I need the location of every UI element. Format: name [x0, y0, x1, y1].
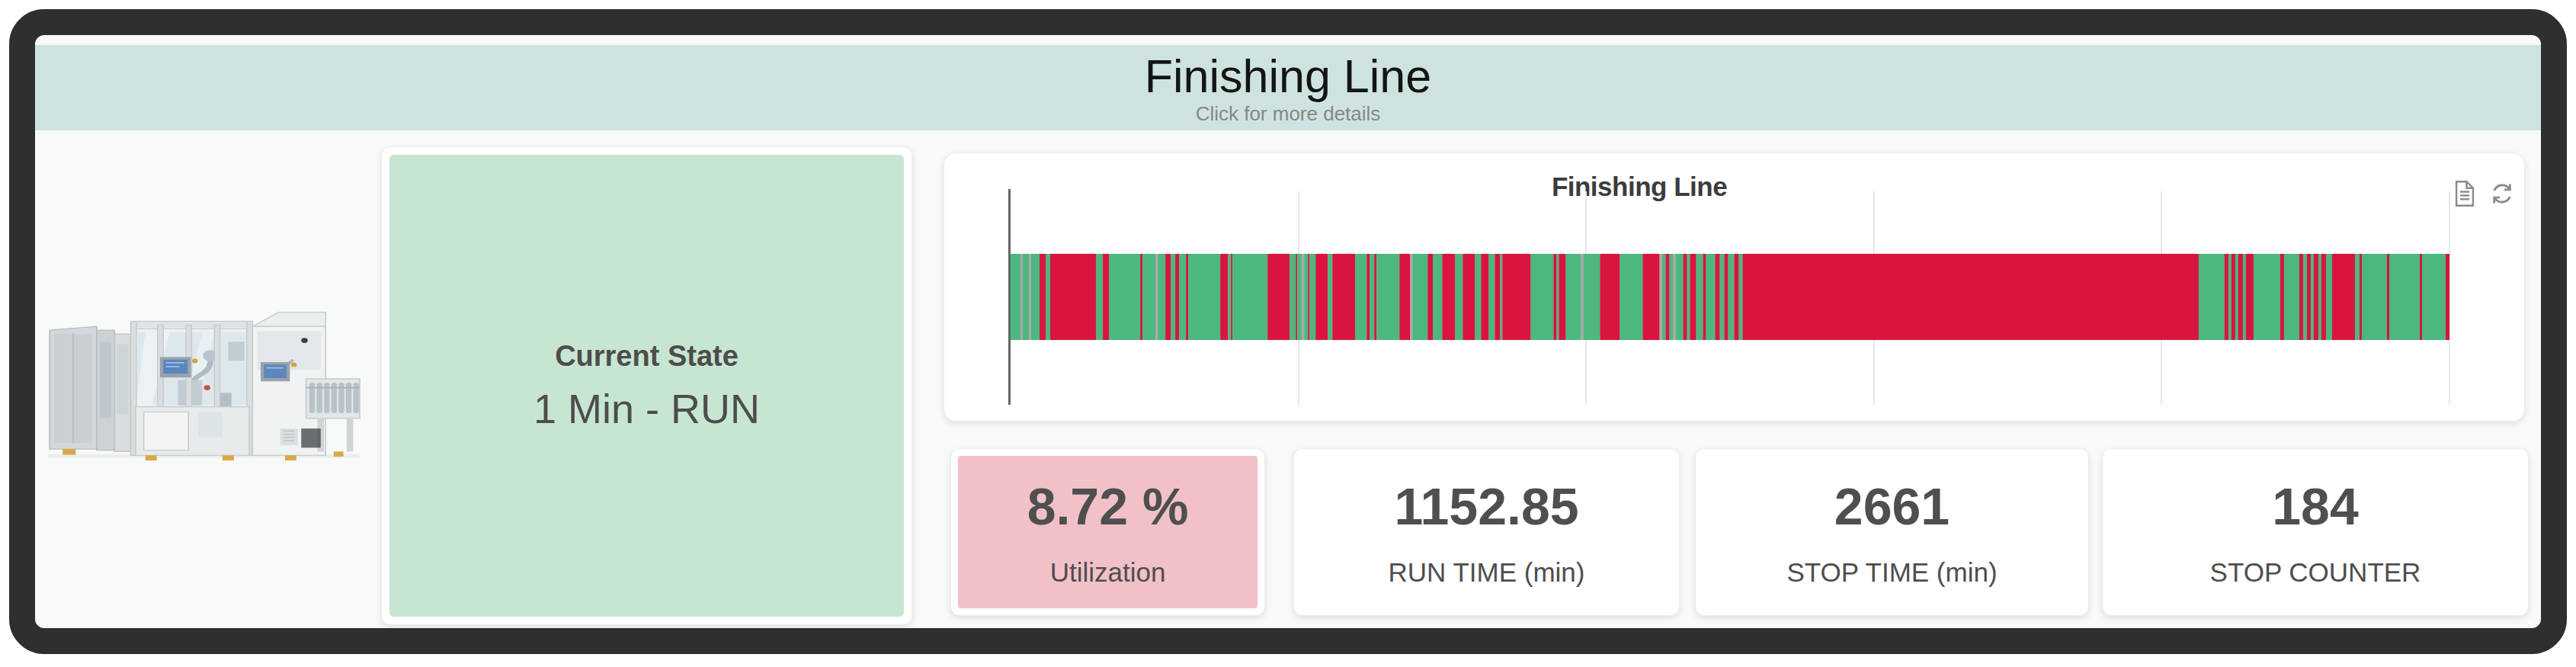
refresh-icon[interactable] [2489, 181, 2515, 207]
document-icon[interactable] [2453, 181, 2476, 207]
run-time-label: RUN TIME (min) [1389, 557, 1585, 588]
current-state-label: Current State [555, 340, 739, 373]
machine-image [48, 303, 360, 473]
chart-title: Finishing Line [1552, 172, 1727, 202]
current-state-value: 1 Min - RUN [533, 385, 760, 432]
utilization-value: 8.72 % [1027, 476, 1189, 536]
stop-counter-label: STOP COUNTER [2210, 557, 2421, 588]
stop-counter-card: 184 STOP COUNTER [2102, 448, 2529, 616]
stop-time-card: 2661 STOP TIME (min) [1695, 448, 2089, 616]
utilization-label: Utilization [1050, 557, 1166, 588]
stop-time-label: STOP TIME (min) [1786, 557, 1997, 588]
current-state-inner: Current State 1 Min - RUN [389, 155, 904, 617]
run-time-card: 1152.85 RUN TIME (min) [1293, 448, 1680, 616]
stop-counter-value: 184 [2272, 476, 2358, 536]
panel-title: Finishing Line [1145, 51, 1431, 101]
widget-frame: Finishing Line Click for more details [9, 9, 2567, 654]
utilization-inner: 8.72 % Utilization [958, 456, 1258, 608]
panel-header[interactable]: Finishing Line Click for more details [35, 45, 2541, 130]
timeline-chart-card: Finishing Line [944, 152, 2525, 422]
utilization-card: 8.72 % Utilization [950, 448, 1265, 616]
current-state-card: Current State 1 Min - RUN [381, 146, 912, 625]
stop-time-value: 2661 [1834, 476, 1950, 536]
dashboard-panel: Finishing Line Click for more details [35, 35, 2541, 628]
run-time-value: 1152.85 [1394, 476, 1578, 536]
panel-subtitle: Click for more details [1196, 101, 1381, 127]
status-timeline-strip[interactable] [1011, 254, 2449, 340]
